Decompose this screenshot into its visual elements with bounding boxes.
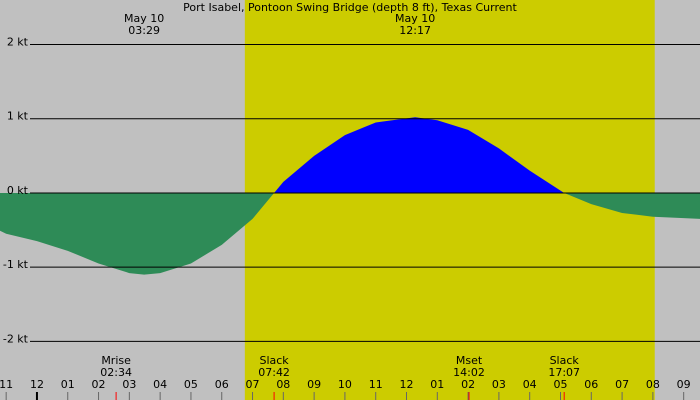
ebb-area (0, 193, 700, 275)
x-tick-label: 05 (553, 378, 567, 391)
x-tick-label: 06 (215, 378, 229, 391)
event-label: Slack (550, 354, 580, 367)
event-label: Slack (259, 354, 289, 367)
event-time: 14:02 (453, 366, 485, 379)
x-tick-label: 02 (461, 378, 475, 391)
y-tick-label: 2 kt (7, 36, 29, 49)
event-time: 02:34 (100, 366, 132, 379)
y-tick-label: 1 kt (7, 110, 29, 123)
x-tick-label: 06 (584, 378, 598, 391)
x-tick-label: 03 (122, 378, 136, 391)
event-time: 03:29 (128, 24, 160, 37)
y-tick-label: -1 kt (3, 258, 29, 271)
x-tick-label: 08 (276, 378, 290, 391)
event-label: Mset (456, 354, 483, 367)
x-tick-label: 03 (492, 378, 506, 391)
y-tick-label: 0 kt (7, 184, 29, 197)
x-tick-label: 04 (523, 378, 537, 391)
x-tick-label: 10 (338, 378, 352, 391)
x-tick-label: 12 (30, 378, 44, 391)
event-date: May 10 (395, 12, 435, 25)
x-tick-label: 05 (184, 378, 198, 391)
x-tick-label: 07 (246, 378, 260, 391)
event-time: 07:42 (258, 366, 290, 379)
event-label: Mrise (101, 354, 131, 367)
y-tick-label: -2 kt (3, 332, 29, 345)
x-tick-label: 11 (0, 378, 13, 391)
x-tick-label: 04 (153, 378, 167, 391)
x-tick-label: 01 (430, 378, 444, 391)
x-tick-label: 11 (369, 378, 383, 391)
x-tick-label: 02 (92, 378, 106, 391)
x-tick-label: 08 (646, 378, 660, 391)
x-tick-label: 12 (400, 378, 414, 391)
event-time: 17:07 (548, 366, 580, 379)
event-time: 12:17 (399, 24, 431, 37)
event-date: May 10 (124, 12, 164, 25)
flood-area (0, 117, 700, 193)
x-tick-label: 09 (307, 378, 321, 391)
chart-title: Port Isabel, Pontoon Swing Bridge (depth… (183, 1, 517, 14)
x-tick-label: 09 (677, 378, 691, 391)
x-tick-label: 07 (615, 378, 629, 391)
x-tick-label: 01 (61, 378, 75, 391)
